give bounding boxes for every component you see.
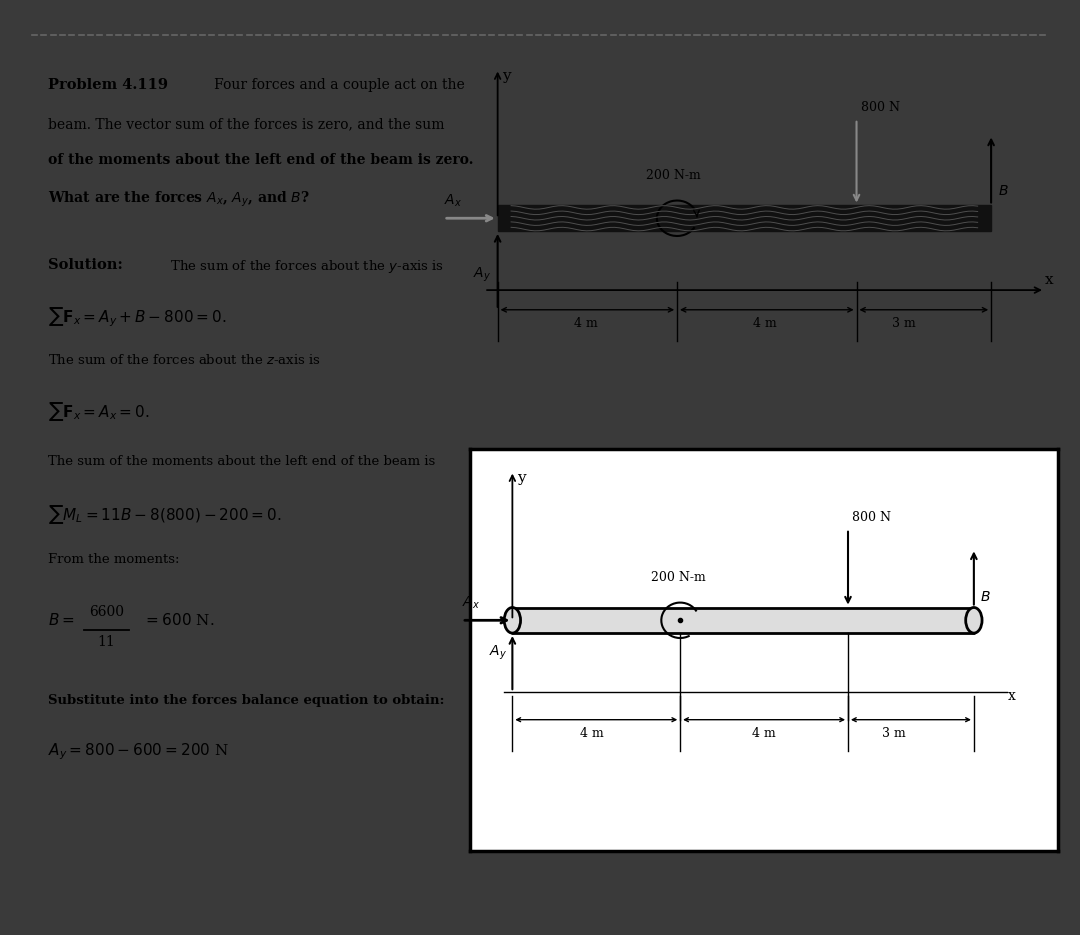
Text: The sum of the moments about the left end of the beam is: The sum of the moments about the left en… bbox=[48, 455, 435, 468]
Text: 3 m: 3 m bbox=[881, 727, 905, 741]
Bar bbox=[512, 608, 974, 633]
Text: $A_x$: $A_x$ bbox=[444, 193, 462, 209]
Text: From the moments:: From the moments: bbox=[48, 553, 179, 566]
Text: 200 N-m: 200 N-m bbox=[646, 169, 701, 182]
Text: 800 N: 800 N bbox=[861, 101, 900, 114]
Text: 4 m: 4 m bbox=[573, 318, 597, 330]
Text: 4 m: 4 m bbox=[580, 727, 604, 741]
Text: y: y bbox=[516, 470, 525, 484]
Text: $A_x$: $A_x$ bbox=[462, 595, 481, 611]
Bar bbox=[498, 206, 991, 231]
Text: x: x bbox=[1008, 689, 1015, 703]
Text: 3 m: 3 m bbox=[892, 318, 916, 330]
Text: 800 N: 800 N bbox=[852, 511, 891, 524]
Text: The sum of the forces about the $z$-axis is: The sum of the forces about the $z$-axis… bbox=[48, 353, 321, 367]
Text: $\sum{\bf F}_x = A_y + B - 800 = 0.$: $\sum{\bf F}_x = A_y + B - 800 = 0.$ bbox=[48, 306, 226, 329]
Text: Problem 4.119: Problem 4.119 bbox=[48, 78, 167, 92]
Text: 4 m: 4 m bbox=[752, 727, 775, 741]
Text: y: y bbox=[502, 68, 511, 82]
Text: of the moments about the left end of the beam is zero.: of the moments about the left end of the… bbox=[48, 153, 473, 167]
Text: $A_y$: $A_y$ bbox=[489, 644, 508, 662]
Ellipse shape bbox=[504, 608, 521, 633]
Text: 11: 11 bbox=[98, 635, 116, 649]
Text: Substitute into the forces balance equation to obtain:: Substitute into the forces balance equat… bbox=[48, 694, 444, 707]
Text: The sum of the forces about the $y$-axis is: The sum of the forces about the $y$-axis… bbox=[162, 258, 444, 275]
Text: $\sum{\bf F}_x = A_x = 0.$: $\sum{\bf F}_x = A_x = 0.$ bbox=[48, 400, 149, 424]
Text: Four forces and a couple act on the: Four forces and a couple act on the bbox=[201, 78, 464, 92]
Text: $\sum M_L = 11B - 8(800) - 200 = 0.$: $\sum M_L = 11B - 8(800) - 200 = 0.$ bbox=[48, 502, 281, 525]
Text: What are the forces $A_x$, $A_y$, and $B$?: What are the forces $A_x$, $A_y$, and $B… bbox=[48, 190, 309, 209]
Text: 6600: 6600 bbox=[90, 605, 124, 619]
Text: $A_y = 800 - 600 = 200$ N: $A_y = 800 - 600 = 200$ N bbox=[48, 741, 229, 762]
Text: $B = $: $B = $ bbox=[48, 611, 75, 628]
Text: beam. The vector sum of the forces is zero, and the sum: beam. The vector sum of the forces is ze… bbox=[48, 117, 444, 131]
Text: 200 N-m: 200 N-m bbox=[651, 571, 705, 584]
Text: $A_y$: $A_y$ bbox=[473, 266, 491, 283]
Text: 4 m: 4 m bbox=[754, 318, 778, 330]
Text: $B$: $B$ bbox=[998, 183, 1009, 197]
Text: $= 600$ N.: $= 600$ N. bbox=[143, 611, 214, 628]
Ellipse shape bbox=[966, 608, 982, 633]
Text: Solution:: Solution: bbox=[48, 258, 122, 272]
Text: $B$: $B$ bbox=[981, 590, 990, 604]
Text: x: x bbox=[1045, 273, 1054, 287]
